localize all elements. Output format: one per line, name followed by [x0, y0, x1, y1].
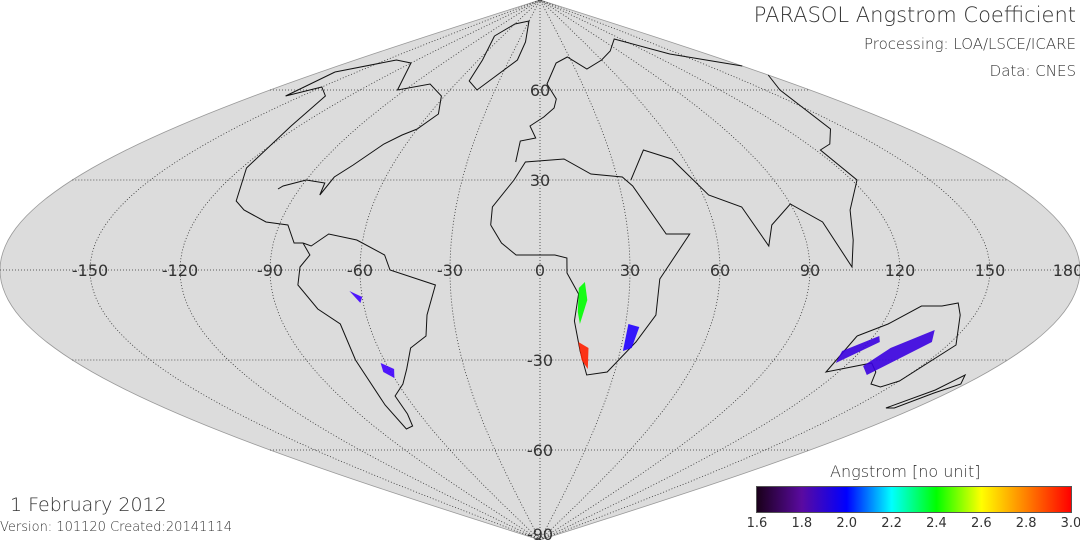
latitude-label: 60: [530, 81, 550, 100]
coastline: [630, 74, 858, 269]
aerosol-data-patch: [835, 336, 880, 363]
coastline: [515, 38, 743, 163]
colorbar-tick-label: 1.8: [791, 516, 813, 531]
colorbar-title: Angstrom [no unit]: [830, 462, 981, 481]
date-label: 1 February 2012: [10, 494, 167, 516]
aerosol-data-patch: [577, 282, 588, 324]
colorbar-tick-label: 1.6: [746, 516, 768, 531]
aerosol-data-patch: [349, 291, 363, 303]
latitude-label: 30: [530, 171, 550, 190]
longitude-label: 0: [535, 261, 545, 280]
coastline: [490, 158, 691, 376]
colorbar-tick-label: 2.8: [1015, 516, 1037, 531]
latitude-label: -60: [527, 441, 553, 460]
aerosol-data-patch: [863, 330, 935, 375]
version-label: Version: 101120 Created:20141114: [0, 520, 233, 535]
aerosol-data-patch: [622, 324, 640, 351]
coastline: [885, 373, 967, 409]
latitude-label: -90: [527, 525, 553, 540]
colorbar-tick-label: 2.2: [881, 516, 902, 531]
processing-credit: Processing: LOA/LSCE/ICARE: [863, 35, 1076, 53]
longitude-label: -120: [162, 261, 198, 280]
colorbar: [756, 486, 1072, 513]
coastline: [297, 233, 437, 430]
longitude-label: 60: [710, 261, 730, 280]
longitude-label: 150: [975, 261, 1006, 280]
longitude-label: 90: [800, 261, 820, 280]
coastline: [468, 20, 530, 91]
latitude-label: -30: [527, 351, 553, 370]
aerosol-data-patch: [578, 342, 589, 369]
aerosol-data-patch: [380, 363, 395, 378]
longitude-label: -30: [437, 261, 463, 280]
coastline: [277, 59, 442, 196]
colorbar-tick-label: 2.4: [926, 516, 947, 531]
longitude-label: 30: [620, 261, 640, 280]
longitude-label: 180: [1053, 261, 1080, 280]
data-credit: Data: CNES: [989, 62, 1076, 80]
colorbar-tick-label: 2.0: [836, 516, 858, 531]
coastline: [235, 71, 336, 244]
longitude-label: -60: [347, 261, 373, 280]
colorbar-tick-label: 3.0: [1060, 516, 1080, 531]
colorbar-tick-label: 2.6: [970, 516, 992, 531]
longitude-label: 120: [885, 261, 916, 280]
longitude-label: -90: [257, 261, 283, 280]
map-title: PARASOL Angstrom Coefficient: [753, 3, 1076, 27]
longitude-label: -150: [72, 261, 108, 280]
